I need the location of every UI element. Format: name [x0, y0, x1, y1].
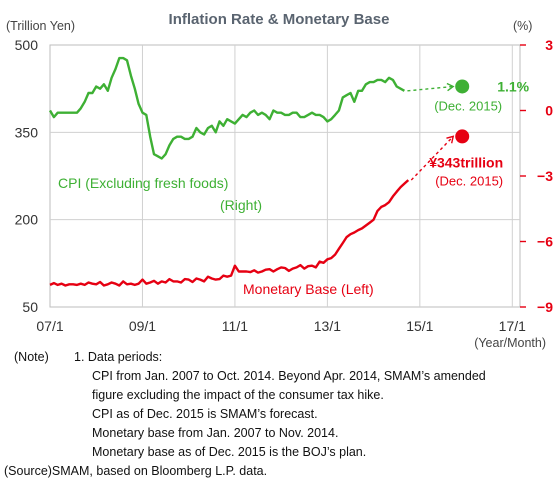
series-lines	[48, 56, 410, 287]
cpi-forecast-arrowhead	[446, 82, 455, 92]
cpi-line	[48, 56, 405, 160]
monetary-base-forecast-arrowhead	[446, 135, 455, 144]
note-line-6: Monetary base as of Dec. 2015 is the BOJ…	[92, 445, 367, 459]
cpi-forecast-date: (Dec. 2015)	[434, 98, 502, 113]
source-line: (Source)SMAM, based on Bloomberg L.P. da…	[4, 464, 268, 478]
note-line-2: CPI from Jan. 2007 to Oct. 2014. Beyond …	[92, 369, 486, 383]
chart: Inflation Rate & Monetary Base (Trillion…	[6, 11, 554, 350]
x-tick-label: 15/1	[406, 318, 433, 334]
cpi-axis-annotation: (Right)	[220, 197, 262, 213]
left-axis-label: (Trillion Yen)	[6, 19, 75, 33]
right-axis-label: (%)	[513, 19, 532, 33]
left-tick-label: 200	[15, 212, 39, 228]
monetary-base-forecast-value: ¥343trillion	[429, 154, 503, 170]
note-line-4: CPI as of Dec. 2015 is SMAM’s forecast.	[92, 407, 318, 421]
right-tick-label: −6	[537, 234, 553, 250]
monetary-base-line	[49, 179, 410, 287]
x-tick-label: 07/1	[36, 318, 63, 334]
grid	[49, 44, 521, 308]
x-tick-label: 09/1	[129, 318, 156, 334]
x-tick-label: 17/1	[499, 318, 526, 334]
note-line-5: Monetary base from Jan. 2007 to Nov. 201…	[92, 426, 339, 440]
left-tick-label: 350	[15, 124, 39, 140]
right-tick-label: −9	[537, 299, 553, 315]
left-tick-label: 500	[15, 37, 39, 53]
note-label: (Note)	[14, 350, 49, 364]
forecast-markers: 1.1% (Dec. 2015) ¥343trillion (Dec. 2015)	[407, 78, 530, 188]
right-tick-label: −3	[537, 168, 553, 184]
monetary-base-forecast-point	[455, 129, 470, 144]
chart-title: Inflation Rate & Monetary Base	[169, 11, 390, 28]
cpi-forecast-point	[455, 79, 470, 94]
x-axis-label: (Year/Month)	[474, 336, 546, 350]
monetary-base-forecast-date: (Dec. 2015)	[435, 173, 503, 188]
x-tick-label: 13/1	[314, 318, 341, 334]
axis-ticks: 500 350 200 50 07/1 09/1 11/1 13/1 15/1 17/1 3 0 −3 −…	[15, 37, 554, 334]
cpi-forecast-value: 1.1%	[497, 78, 529, 94]
left-tick-label: 50	[22, 299, 38, 315]
cpi-series-annotation: CPI (Excluding fresh foods)	[58, 175, 228, 191]
monetary-base-series-annotation: Monetary Base (Left)	[243, 281, 374, 297]
monetary-base-forecast-arrow	[410, 135, 454, 181]
note-line-1: 1. Data periods:	[74, 350, 163, 364]
right-tick-label: 0	[545, 103, 553, 119]
x-tick-label: 11/1	[222, 318, 248, 334]
note-line-3: figure excluding the impact of the consu…	[92, 388, 384, 402]
cpi-forecast-arrow	[407, 85, 454, 92]
right-tick-label: 3	[545, 37, 553, 53]
